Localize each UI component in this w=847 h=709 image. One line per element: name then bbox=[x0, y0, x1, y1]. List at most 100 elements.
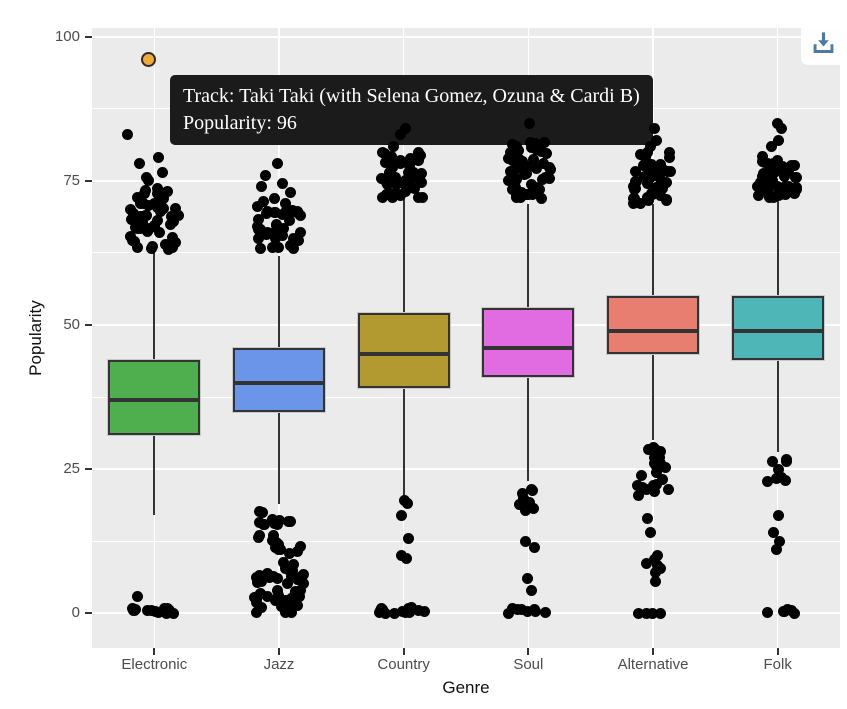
jitter-point[interactable] bbox=[511, 163, 523, 175]
jitter-point[interactable] bbox=[419, 605, 431, 617]
jitter-point[interactable] bbox=[394, 154, 406, 166]
jitter-point[interactable] bbox=[632, 479, 644, 491]
jitter-point[interactable] bbox=[660, 177, 672, 189]
jitter-point[interactable] bbox=[772, 181, 784, 193]
jitter-point[interactable] bbox=[157, 192, 169, 204]
jitter-point[interactable] bbox=[649, 566, 661, 578]
box-alternative[interactable] bbox=[607, 296, 699, 354]
jitter-point[interactable] bbox=[126, 234, 138, 246]
jitter-point[interactable] bbox=[387, 189, 399, 201]
jitter-point[interactable] bbox=[766, 175, 778, 187]
jitter-point[interactable] bbox=[269, 595, 281, 607]
jitter-point[interactable] bbox=[146, 240, 158, 252]
jitter-point[interactable] bbox=[294, 210, 306, 222]
jitter-point[interactable] bbox=[262, 590, 274, 602]
jitter-point[interactable] bbox=[752, 181, 764, 193]
jitter-point[interactable] bbox=[663, 147, 675, 159]
jitter-point[interactable] bbox=[512, 145, 524, 157]
jitter-point[interactable] bbox=[281, 578, 293, 590]
jitter-point[interactable] bbox=[654, 189, 666, 201]
jitter-point[interactable] bbox=[773, 134, 785, 146]
box-folk[interactable] bbox=[731, 296, 824, 360]
jitter-point[interactable] bbox=[261, 568, 273, 580]
jitter-point[interactable] bbox=[403, 532, 415, 544]
box-country[interactable] bbox=[357, 313, 450, 389]
jitter-point[interactable] bbox=[648, 553, 660, 565]
jitter-point[interactable] bbox=[507, 138, 519, 150]
jitter-point[interactable] bbox=[273, 241, 285, 253]
jitter-point[interactable] bbox=[627, 181, 639, 193]
jitter-point[interactable] bbox=[756, 155, 768, 167]
jitter-point[interactable] bbox=[280, 595, 292, 607]
jitter-point[interactable] bbox=[402, 498, 414, 510]
jitter-point[interactable] bbox=[415, 177, 427, 188]
jitter-point[interactable] bbox=[388, 607, 400, 619]
jitter-point[interactable] bbox=[151, 214, 163, 226]
jitter-point[interactable] bbox=[773, 463, 785, 475]
jitter-point[interactable] bbox=[261, 207, 273, 219]
jitter-point[interactable] bbox=[648, 123, 660, 135]
jitter-point[interactable] bbox=[253, 232, 265, 244]
jitter-point[interactable] bbox=[649, 485, 661, 497]
jitter-point[interactable] bbox=[143, 222, 155, 234]
jitter-point[interactable] bbox=[629, 165, 641, 177]
jitter-point[interactable] bbox=[517, 492, 529, 504]
jitter-point[interactable] bbox=[286, 204, 298, 216]
jitter-point[interactable] bbox=[646, 188, 658, 200]
jitter-point[interactable] bbox=[766, 161, 778, 173]
jitter-point[interactable] bbox=[632, 607, 644, 619]
jitter-point[interactable] bbox=[255, 181, 267, 193]
jitter-point[interactable] bbox=[259, 169, 271, 181]
jitter-point[interactable] bbox=[642, 443, 654, 455]
jitter-point[interactable] bbox=[159, 238, 171, 250]
jitter-point[interactable] bbox=[526, 160, 538, 172]
jitter-point[interactable] bbox=[525, 484, 537, 496]
jitter-point[interactable] bbox=[283, 565, 295, 577]
jitter-point[interactable] bbox=[137, 197, 149, 209]
jitter-point[interactable] bbox=[376, 172, 388, 184]
jitter-point[interactable] bbox=[275, 543, 287, 555]
jitter-point[interactable] bbox=[288, 243, 300, 255]
jitter-point[interactable] bbox=[131, 192, 143, 204]
jitter-point[interactable] bbox=[277, 208, 289, 220]
jitter-point[interactable] bbox=[521, 573, 533, 585]
jitter-point[interactable] bbox=[648, 442, 660, 454]
jitter-point[interactable] bbox=[650, 134, 662, 146]
jitter-point[interactable] bbox=[288, 233, 300, 245]
jitter-point[interactable] bbox=[662, 166, 674, 178]
jitter-point[interactable] bbox=[649, 452, 661, 464]
jitter-point[interactable] bbox=[521, 168, 533, 180]
jitter-point[interactable] bbox=[388, 140, 400, 152]
jitter-point[interactable] bbox=[298, 578, 310, 590]
jitter-point[interactable] bbox=[653, 164, 665, 176]
jitter-point[interactable] bbox=[641, 512, 653, 524]
jitter-point[interactable] bbox=[762, 171, 774, 183]
jitter-point[interactable] bbox=[146, 604, 158, 616]
jitter-point[interactable] bbox=[412, 605, 424, 617]
jitter-point[interactable] bbox=[161, 603, 173, 615]
box-jazz[interactable] bbox=[233, 348, 325, 412]
jitter-point[interactable] bbox=[651, 181, 663, 193]
jitter-point[interactable] bbox=[771, 544, 783, 556]
jitter-point[interactable] bbox=[762, 475, 774, 487]
jitter-point[interactable] bbox=[762, 180, 773, 192]
box-soul[interactable] bbox=[482, 307, 575, 377]
jitter-point[interactable] bbox=[761, 607, 773, 619]
jitter-point[interactable] bbox=[278, 557, 290, 568]
jitter-point[interactable] bbox=[544, 162, 556, 174]
jitter-point[interactable] bbox=[379, 156, 391, 168]
jitter-point[interactable] bbox=[785, 605, 797, 617]
jitter-point[interactable] bbox=[140, 184, 152, 196]
jitter-point[interactable] bbox=[279, 198, 291, 210]
jitter-point[interactable] bbox=[268, 192, 280, 204]
jitter-point[interactable] bbox=[269, 517, 281, 529]
jitter-point[interactable] bbox=[270, 537, 282, 549]
jitter-point[interactable] bbox=[539, 137, 551, 149]
jitter-point[interactable] bbox=[255, 601, 267, 613]
jitter-point[interactable] bbox=[253, 224, 265, 236]
jitter-point[interactable] bbox=[154, 187, 166, 199]
jitter-point[interactable] bbox=[400, 123, 412, 135]
jitter-point[interactable] bbox=[131, 590, 143, 602]
jitter-point[interactable] bbox=[269, 232, 281, 244]
jitter-point[interactable] bbox=[515, 604, 527, 616]
